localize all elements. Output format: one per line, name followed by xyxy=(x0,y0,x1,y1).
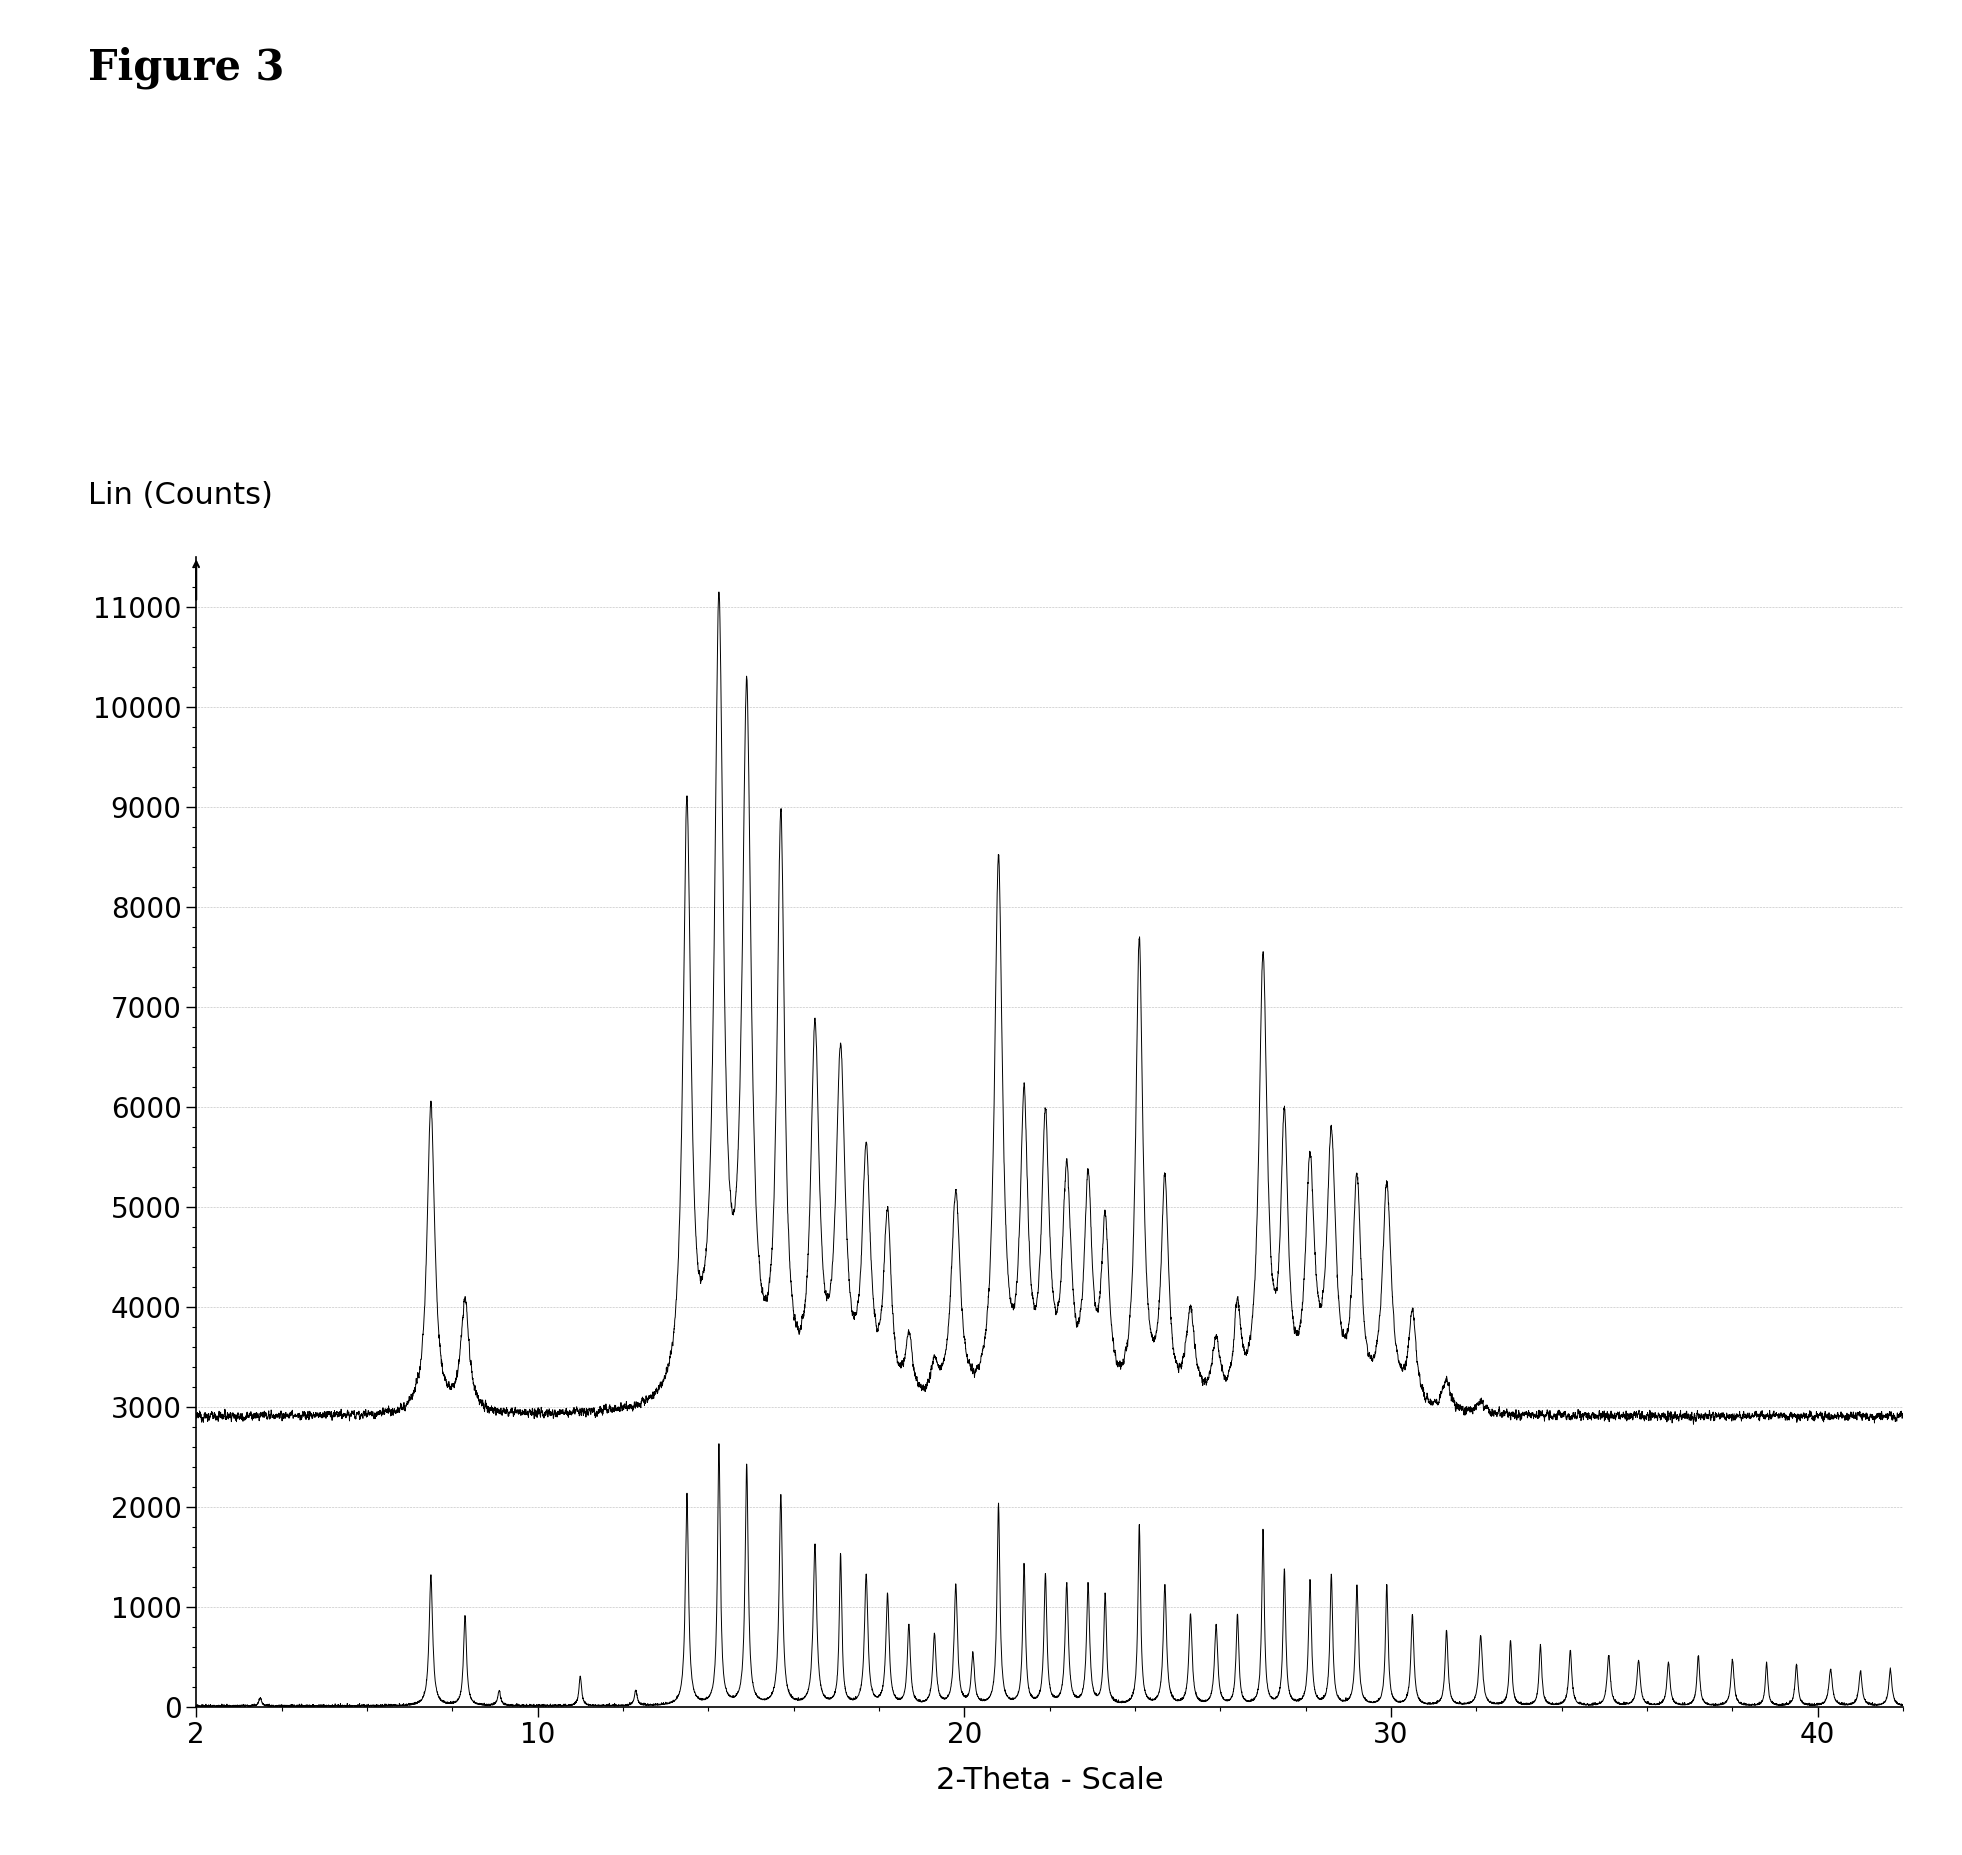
X-axis label: 2-Theta - Scale: 2-Theta - Scale xyxy=(936,1766,1163,1796)
Text: Figure 3: Figure 3 xyxy=(88,46,284,89)
Text: Lin (Counts): Lin (Counts) xyxy=(88,480,273,510)
